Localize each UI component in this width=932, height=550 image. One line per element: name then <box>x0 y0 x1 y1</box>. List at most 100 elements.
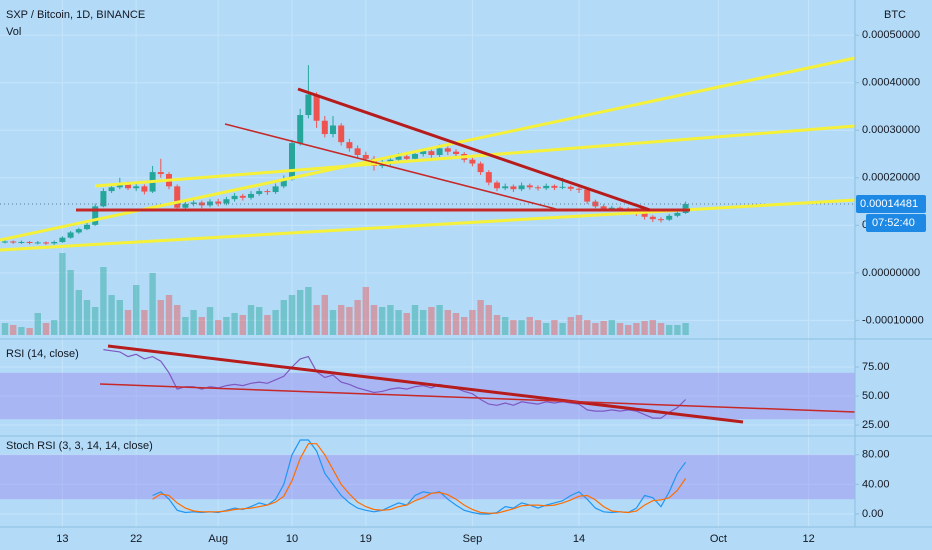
candle-body <box>198 202 205 206</box>
candle-body <box>510 186 517 190</box>
y-tick-label: 25.00 <box>862 419 890 431</box>
volume-bar <box>206 307 214 335</box>
volume-bar <box>116 300 123 335</box>
volume-bar <box>215 320 222 335</box>
candle-body <box>395 156 402 160</box>
volume-bar <box>280 300 287 335</box>
volume-bar <box>436 305 443 335</box>
candle-body <box>485 172 492 183</box>
candle-body <box>321 120 328 135</box>
volume-bar <box>198 317 205 335</box>
candle-body <box>264 191 271 193</box>
volume-bar <box>559 323 566 335</box>
y-tick-label: 75.00 <box>862 361 890 373</box>
candle-body <box>518 185 525 190</box>
y-tick-label: 50.00 <box>862 390 890 402</box>
candle-body <box>592 201 599 207</box>
x-tick-label: 13 <box>56 533 68 545</box>
trend-line <box>99 383 856 413</box>
x-tick-label: 14 <box>573 533 585 545</box>
candle-body <box>584 189 591 202</box>
candle-body <box>354 148 361 155</box>
candle-body <box>174 186 181 208</box>
y-tick-label: 0.00020000 <box>862 172 920 184</box>
candle-body <box>2 241 8 243</box>
volume-bar <box>92 307 99 335</box>
candle-body <box>141 186 148 192</box>
volume-bar <box>485 305 492 335</box>
volume-bar <box>165 295 173 335</box>
candle-body <box>567 186 574 189</box>
candle-body <box>469 159 476 164</box>
volume-bar <box>264 315 271 335</box>
volume-bar <box>625 325 632 335</box>
candle-body <box>297 115 304 144</box>
volume-bar <box>141 310 148 335</box>
candle-body <box>436 148 443 155</box>
candle-body <box>223 199 230 204</box>
volume-bar <box>395 310 402 335</box>
candle-body <box>641 212 648 217</box>
candle-body <box>157 172 164 174</box>
volume-bar <box>510 320 517 335</box>
marks <box>0 65 855 515</box>
candle-body <box>289 143 295 180</box>
volume-bar <box>108 295 115 335</box>
y-tick-label: 0.00030000 <box>862 124 920 136</box>
y-tick-label: 0.00000000 <box>862 267 920 279</box>
candle-body <box>133 186 140 189</box>
volume-bar <box>493 315 501 335</box>
candle-body <box>608 207 615 209</box>
x-tick-label: 10 <box>286 533 298 545</box>
volume-bar <box>518 320 525 335</box>
volume-bar <box>157 300 164 335</box>
trend-line <box>94 124 856 188</box>
volume-bar <box>346 307 353 335</box>
candle-body <box>34 242 41 244</box>
candle-body <box>674 212 681 216</box>
volume-bar <box>567 317 574 335</box>
volume-bar <box>616 323 624 335</box>
volume-bar <box>584 320 591 335</box>
candle-body <box>658 219 664 221</box>
volume-bar <box>387 305 394 335</box>
volume-bar <box>34 313 41 335</box>
candle-body <box>231 195 238 200</box>
trend-line <box>0 198 856 252</box>
volume-bar <box>666 325 673 335</box>
candle-body <box>403 156 410 159</box>
volume-bar <box>10 325 17 335</box>
candle-body <box>59 237 66 242</box>
volume-bar <box>288 295 296 335</box>
volume-bar <box>502 317 509 335</box>
trend-lines <box>0 56 856 424</box>
volume-bar <box>133 285 140 335</box>
x-tick-label: Sep <box>463 533 483 545</box>
countdown-label: 07:52:40 <box>872 217 915 229</box>
volume-bar <box>100 267 107 335</box>
candle-body <box>215 201 222 204</box>
y-tick-label: 0.00050000 <box>862 29 920 41</box>
candle-body <box>248 193 254 198</box>
volume-bar <box>633 323 640 335</box>
countdown-box <box>866 214 926 233</box>
volume-bar <box>272 310 279 335</box>
volume-bar <box>313 305 320 335</box>
candle-body <box>207 201 213 206</box>
y-tick-label: 40.00 <box>862 478 890 490</box>
currency-label: BTC <box>884 9 906 21</box>
x-tick-label: Oct <box>710 533 727 545</box>
volume-bar <box>461 317 468 335</box>
volume-bar <box>649 320 656 335</box>
volume-bar <box>26 328 33 335</box>
volume-bar <box>149 273 156 335</box>
volume-bar <box>174 305 181 335</box>
band <box>0 454 855 500</box>
volume-bar <box>600 321 607 335</box>
volume-bar <box>420 310 427 335</box>
volume-bar <box>403 313 410 335</box>
volume-bar <box>362 287 369 335</box>
candle-body <box>444 148 451 152</box>
candle-body <box>551 185 558 188</box>
